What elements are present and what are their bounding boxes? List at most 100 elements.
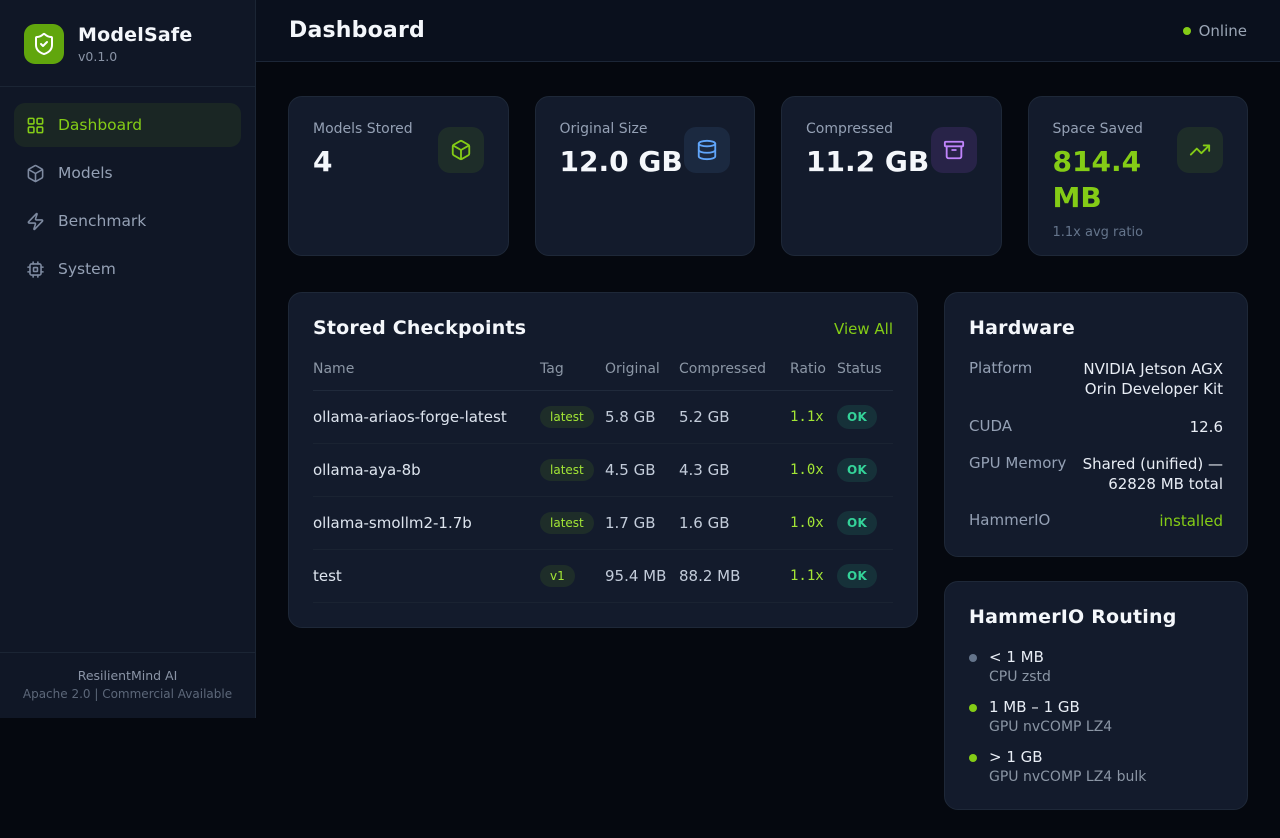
original-size: 1.7 GB bbox=[605, 514, 656, 532]
app-logo-row: ModelSafe v0.1.0 bbox=[0, 0, 255, 87]
hw-value: NVIDIA Jetson AGX Orin Developer Kit bbox=[1083, 360, 1223, 399]
sidebar-nav: Dashboard Models Benchmark bbox=[0, 87, 255, 307]
hw-value: Shared (unified) — 62828 MB total bbox=[1082, 454, 1223, 493]
col-header-status: Status bbox=[837, 361, 882, 377]
hardware-row-platform: Platform NVIDIA Jetson AGX Orin Develope… bbox=[969, 359, 1223, 400]
col-header-original: Original bbox=[605, 361, 660, 377]
license-info: Apache 2.0 | Commercial Available bbox=[22, 687, 233, 701]
col-header-ratio: Ratio bbox=[790, 361, 826, 377]
routing-title: HammerIO Routing bbox=[969, 605, 1177, 628]
stats-row: Models Stored 4 Original Size 12.0 GB bbox=[288, 96, 1248, 256]
table-header-row: Name Tag Original Compressed Ratio Statu… bbox=[313, 361, 893, 391]
stored-checkpoints-panel: Stored Checkpoints View All Name Tag Ori… bbox=[288, 292, 918, 628]
hardware-row-gpu-memory: GPU Memory Shared (unified) — 62828 MB t… bbox=[969, 454, 1223, 495]
sidebar: ModelSafe v0.1.0 Dashboard Models bbox=[0, 0, 256, 718]
routing-dot-icon bbox=[969, 753, 977, 762]
checkpoints-title: Stored Checkpoints bbox=[313, 317, 527, 339]
sidebar-item-label: Dashboard bbox=[58, 116, 143, 134]
routing-dot-icon bbox=[969, 703, 977, 712]
view-all-link[interactable]: View All bbox=[834, 320, 893, 338]
checkpoints-table: Name Tag Original Compressed Ratio Statu… bbox=[313, 361, 893, 603]
sidebar-item-label: Benchmark bbox=[58, 212, 147, 230]
status-ok-badge: OK bbox=[837, 405, 878, 429]
ratio-value: 1.0x bbox=[790, 515, 824, 531]
online-dot-icon bbox=[1182, 26, 1191, 35]
stat-label: Space Saved bbox=[1052, 121, 1143, 137]
stat-label: Models Stored bbox=[313, 121, 413, 137]
routing-method: GPU nvCOMP LZ4 bulk bbox=[989, 768, 1147, 785]
routing-item: 1 MB – 1 GB GPU nvCOMP LZ4 bbox=[969, 698, 1223, 735]
original-size: 4.5 GB bbox=[605, 461, 656, 479]
routing-dot-icon bbox=[969, 653, 977, 662]
sidebar-item-dashboard[interactable]: Dashboard bbox=[14, 103, 241, 147]
hammerio-routing-panel: HammerIO Routing < 1 MB CPU zstd bbox=[944, 580, 1248, 810]
app-title: ModelSafe bbox=[78, 24, 193, 46]
col-header-name: Name bbox=[313, 361, 355, 377]
stat-card-original-size: Original Size 12.0 GB bbox=[534, 96, 755, 256]
sidebar-item-models[interactable]: Models bbox=[14, 151, 241, 195]
stat-value: 4 bbox=[313, 145, 333, 178]
sidebar-item-system[interactable]: System bbox=[14, 247, 241, 291]
sidebar-item-label: Models bbox=[58, 164, 113, 182]
table-row[interactable]: ollama-ariaos-forge-latest latest 5.8 GB… bbox=[313, 391, 893, 444]
page-title: Dashboard bbox=[289, 18, 425, 43]
layout-grid-icon bbox=[27, 117, 44, 133]
table-row[interactable]: ollama-smollm2-1.7b latest 1.7 GB 1.6 GB… bbox=[313, 497, 893, 550]
hardware-panel: Hardware Platform NVIDIA Jetson AGX Orin… bbox=[944, 292, 1248, 557]
status-badge: Online bbox=[1182, 21, 1247, 40]
status-label: Online bbox=[1198, 21, 1247, 40]
stat-label: Compressed bbox=[806, 121, 894, 137]
routing-method: CPU zstd bbox=[989, 668, 1051, 685]
compressed-size: 4.3 GB bbox=[679, 461, 730, 479]
status-ok-badge: OK bbox=[837, 458, 878, 482]
tag-badge: latest bbox=[540, 459, 594, 481]
sidebar-footer: ResilientMind AI Apache 2.0 | Commercial… bbox=[0, 652, 255, 718]
tag-badge: latest bbox=[540, 406, 594, 428]
topbar: Dashboard Online bbox=[256, 0, 1280, 62]
compressed-size: 1.6 GB bbox=[679, 514, 730, 532]
checkpoint-name: ollama-smollm2-1.7b bbox=[313, 514, 472, 532]
app-title-block: ModelSafe v0.1.0 bbox=[78, 24, 192, 64]
routing-item: < 1 MB CPU zstd bbox=[969, 648, 1223, 685]
zap-icon bbox=[27, 212, 44, 230]
routing-range: < 1 MB bbox=[989, 647, 1044, 666]
hw-label: HammerIO bbox=[969, 511, 1051, 530]
tag-badge: latest bbox=[540, 512, 594, 534]
routing-item: > 1 GB GPU nvCOMP LZ4 bulk bbox=[969, 748, 1223, 785]
panels-row: Stored Checkpoints View All Name Tag Ori… bbox=[288, 292, 1248, 810]
hw-label: CUDA bbox=[969, 416, 1013, 435]
table-row[interactable]: ollama-aya-8b latest 4.5 GB 4.3 GB 1.0x … bbox=[313, 444, 893, 497]
routing-range: > 1 GB bbox=[989, 747, 1043, 766]
checkpoint-name: ollama-aya-8b bbox=[313, 461, 421, 479]
box-icon bbox=[27, 164, 44, 182]
stat-value: 12.0 GB bbox=[559, 145, 683, 178]
archive-icon bbox=[930, 127, 977, 173]
shield-check-icon bbox=[24, 24, 64, 64]
ratio-value: 1.1x bbox=[790, 409, 824, 425]
stat-card-space-saved: Space Saved 814.4 MB 1.1x avg ratio bbox=[1027, 96, 1248, 256]
hw-label: Platform bbox=[969, 359, 1033, 377]
trending-up-icon bbox=[1177, 127, 1223, 173]
compressed-size: 88.2 MB bbox=[679, 567, 741, 585]
app-version: v0.1.0 bbox=[78, 49, 118, 64]
hardware-row-hammerio: HammerIO installed bbox=[969, 511, 1223, 531]
table-row[interactable]: test v1 95.4 MB 88.2 MB 1.1x OK bbox=[313, 550, 893, 603]
stat-value: 814.4 MB bbox=[1052, 145, 1142, 214]
database-icon bbox=[684, 127, 730, 173]
hw-value-installed: installed bbox=[1159, 512, 1223, 531]
hw-label: GPU Memory bbox=[969, 453, 1067, 472]
stat-subtext: 1.1x avg ratio bbox=[1052, 224, 1144, 240]
routing-method: GPU nvCOMP LZ4 bbox=[989, 718, 1113, 735]
cube-icon bbox=[437, 127, 484, 173]
dashboard-content: Models Stored 4 Original Size 12.0 GB bbox=[256, 62, 1280, 810]
sidebar-item-benchmark[interactable]: Benchmark bbox=[14, 199, 241, 243]
stat-card-models-stored: Models Stored 4 bbox=[288, 96, 509, 256]
company-name: ResilientMind AI bbox=[77, 668, 178, 683]
sidebar-item-label: System bbox=[58, 260, 116, 278]
stat-value: 11.2 GB bbox=[806, 145, 930, 178]
routing-range: 1 MB – 1 GB bbox=[989, 697, 1080, 716]
checkpoint-name: test bbox=[313, 567, 342, 585]
original-size: 95.4 MB bbox=[605, 567, 667, 585]
cpu-icon bbox=[27, 260, 44, 278]
